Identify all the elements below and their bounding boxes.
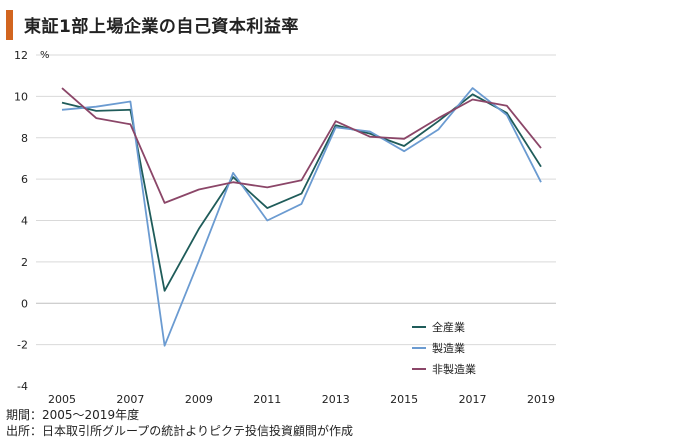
y-axis-tick-labels: 12 10 8 6 4 2 0 -2 -4 [14, 49, 28, 393]
y-tick-label: 8 [21, 132, 28, 145]
y-tick-label: -2 [17, 339, 28, 352]
legend-label: 製造業 [432, 341, 465, 355]
y-tick-label: 0 [21, 297, 28, 310]
footnote-period: 期間：2005～2019年度 [6, 408, 140, 422]
x-tick-label: 2017 [459, 393, 487, 406]
y-tick-label: 2 [21, 256, 28, 269]
x-tick-label: 2009 [185, 393, 213, 406]
y-axis-unit-label: % [40, 50, 50, 61]
legend-label: 全産業 [432, 320, 465, 334]
y-tick-label: 6 [21, 173, 28, 186]
y-tick-label: -4 [17, 380, 28, 393]
x-tick-label: 2005 [48, 393, 76, 406]
series-line-2 [61, 87, 542, 347]
y-tick-label: 4 [21, 215, 28, 228]
chart-title: 東証1部上場企業の自己資本利益率 [24, 17, 299, 37]
x-tick-label: 2007 [116, 393, 144, 406]
y-tick-label: 10 [14, 90, 28, 103]
legend-label: 非製造業 [432, 362, 476, 376]
x-tick-label: 2015 [390, 393, 418, 406]
series-line-3 [61, 87, 542, 204]
x-tick-label: 2011 [253, 393, 281, 406]
gridlines [36, 54, 556, 346]
y-tick-label: 12 [14, 49, 28, 62]
x-tick-label: 2013 [322, 393, 350, 406]
title-accent-bar [6, 10, 13, 40]
x-axis-tick-labels: 2005 2007 2009 2011 2013 2015 2017 2019 [48, 393, 555, 406]
x-tick-label: 2019 [527, 393, 555, 406]
series-lines [61, 87, 542, 347]
footnote-source: 出所：日本取引所グループの統計よりピクテ投信投資顧問が作成 [6, 424, 354, 438]
